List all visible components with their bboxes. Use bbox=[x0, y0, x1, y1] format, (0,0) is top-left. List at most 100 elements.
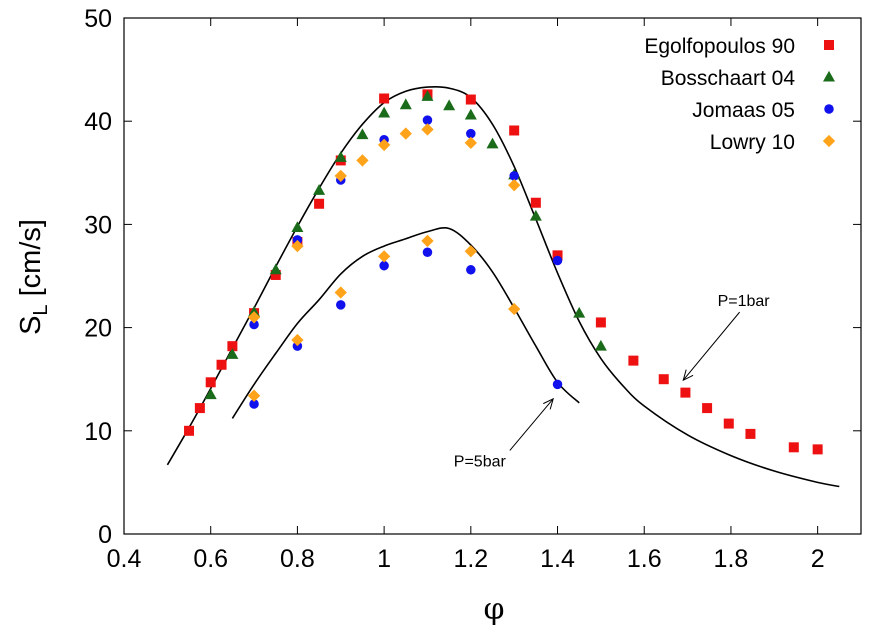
annotation-arrow-head bbox=[543, 397, 554, 410]
legend-label: Egolfopoulos 90 bbox=[644, 35, 795, 58]
model-curve bbox=[166, 85, 840, 488]
data-point bbox=[249, 319, 259, 330]
data-point bbox=[226, 348, 239, 359]
data-point bbox=[422, 115, 433, 125]
legend-marker bbox=[823, 70, 835, 82]
data-point bbox=[399, 98, 412, 110]
legend-marker bbox=[824, 104, 834, 114]
data-point bbox=[443, 99, 456, 111]
data-point bbox=[205, 377, 216, 388]
data-point bbox=[594, 339, 607, 351]
data-point bbox=[184, 425, 195, 436]
data-point bbox=[788, 442, 799, 453]
x-tick-label: 0.6 bbox=[193, 545, 228, 573]
x-axis-title: φ bbox=[483, 592, 504, 627]
data-point bbox=[194, 403, 205, 414]
y-axis-title-main: S bbox=[15, 316, 47, 335]
y-axis-title: SL [cm/s] bbox=[15, 219, 52, 335]
data-point bbox=[552, 255, 563, 266]
y-tick-label: 40 bbox=[84, 108, 112, 136]
legend: Egolfopoulos 90 Bosschaart 04 Jomaas 05 Low… bbox=[644, 35, 836, 154]
model-curve bbox=[231, 227, 580, 419]
data-point bbox=[379, 260, 389, 271]
data-point bbox=[379, 93, 390, 104]
data-point bbox=[249, 399, 259, 409]
annotation-label: P=1bar bbox=[718, 293, 771, 310]
data-point bbox=[377, 250, 391, 263]
plot-frame bbox=[123, 17, 862, 535]
annotations: P=1bar P=5bar bbox=[454, 293, 771, 470]
data-point bbox=[702, 403, 713, 414]
data-point bbox=[421, 123, 434, 136]
series-diamond bbox=[247, 123, 521, 402]
y-axis-title-subscript: L bbox=[30, 304, 52, 315]
data-point bbox=[356, 154, 369, 167]
data-point bbox=[247, 389, 261, 402]
data-point bbox=[466, 128, 476, 139]
data-point bbox=[745, 428, 756, 439]
data-point bbox=[509, 125, 520, 136]
y-tick-label: 30 bbox=[84, 211, 112, 239]
data-point bbox=[216, 359, 227, 370]
data-point bbox=[486, 137, 499, 149]
legend-label: Lowry 10 bbox=[710, 131, 795, 154]
x-tick-label: 1.2 bbox=[453, 545, 488, 573]
data-point bbox=[464, 108, 477, 120]
data-point bbox=[552, 250, 563, 261]
annotation-arrow-line bbox=[682, 311, 740, 381]
y-tick-label: 50 bbox=[84, 5, 112, 33]
data-point bbox=[595, 317, 606, 328]
y-tick-label: 0 bbox=[98, 521, 112, 549]
legend-label: Jomaas 05 bbox=[692, 99, 795, 122]
y-tick-label: 10 bbox=[84, 418, 112, 446]
legend-marker bbox=[822, 134, 836, 148]
data-point bbox=[377, 138, 391, 152]
data-point bbox=[465, 94, 476, 105]
x-tick-label: 1.6 bbox=[627, 545, 662, 573]
data-point bbox=[336, 300, 346, 310]
data-point bbox=[399, 127, 412, 140]
data-point bbox=[334, 286, 347, 299]
data-point bbox=[464, 136, 477, 150]
y-tick-label: 20 bbox=[84, 315, 112, 343]
data-point bbox=[378, 106, 391, 118]
data-point bbox=[508, 179, 521, 192]
data-point bbox=[508, 302, 521, 316]
data-point bbox=[334, 169, 347, 183]
data-point bbox=[421, 234, 434, 248]
legend-label: Bosschaart 04 bbox=[661, 67, 796, 90]
annotation-label: P=5bar bbox=[454, 453, 507, 470]
x-tick-label: 1.8 bbox=[714, 545, 749, 573]
data-point bbox=[356, 128, 369, 140]
data-point bbox=[530, 197, 541, 208]
data-point bbox=[628, 355, 639, 366]
x-tick-label: 2 bbox=[811, 545, 825, 573]
data-point bbox=[464, 245, 477, 258]
experimental-points bbox=[184, 89, 823, 455]
data-point bbox=[723, 418, 734, 429]
data-point bbox=[291, 333, 304, 347]
data-point bbox=[292, 235, 303, 245]
data-point bbox=[334, 151, 347, 162]
data-point bbox=[658, 374, 669, 385]
model-curves bbox=[166, 85, 840, 488]
series-circle bbox=[249, 115, 563, 409]
data-point bbox=[313, 184, 326, 195]
data-point bbox=[421, 90, 434, 101]
y-axis-title-unit: [cm/s] bbox=[15, 219, 47, 304]
data-point bbox=[529, 209, 542, 221]
data-point bbox=[291, 239, 304, 253]
annotation-arrow-line bbox=[509, 398, 554, 451]
data-point bbox=[422, 247, 433, 258]
data-point bbox=[204, 388, 217, 400]
annotation-arrow-head bbox=[682, 369, 694, 382]
data-point bbox=[227, 341, 238, 352]
data-point bbox=[291, 221, 304, 232]
data-point bbox=[812, 444, 823, 455]
data-point bbox=[270, 269, 281, 280]
data-point bbox=[552, 379, 563, 390]
x-tick-label: 1.4 bbox=[540, 545, 575, 573]
data-point bbox=[509, 171, 519, 181]
legend-marker bbox=[824, 40, 834, 50]
